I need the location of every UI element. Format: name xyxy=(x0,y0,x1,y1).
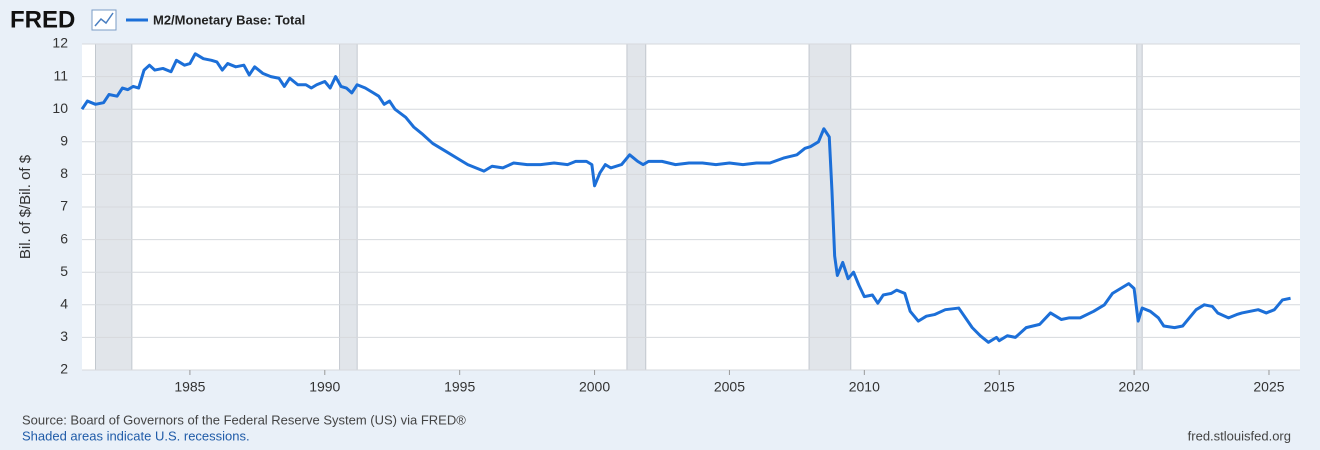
y-tick-label: 9 xyxy=(60,133,68,149)
logo-icon-line xyxy=(94,12,114,27)
y-axis-label: Bil. of $/Bil. of $ xyxy=(17,154,34,259)
x-tick-label: 2005 xyxy=(714,379,745,395)
y-tick-label: 10 xyxy=(52,100,68,116)
x-tick-label: 2025 xyxy=(1253,379,1284,395)
legend-label: M2/Monetary Base: Total xyxy=(153,12,305,27)
y-tick-label: 12 xyxy=(52,35,68,51)
x-tick-label: 1990 xyxy=(309,379,340,395)
x-tick-label: 2010 xyxy=(849,379,880,395)
y-tick-label: 2 xyxy=(60,361,68,377)
logo: FRED xyxy=(10,6,75,33)
data-line xyxy=(80,52,1291,344)
y-tick-label: 3 xyxy=(60,328,68,344)
logo-icon xyxy=(91,9,117,31)
y-tick-label: 7 xyxy=(60,198,68,214)
x-tick-label: 2000 xyxy=(579,379,610,395)
x-tick-label: 2015 xyxy=(984,379,1015,395)
y-tick-label: 6 xyxy=(60,230,68,246)
x-tick-label: 1985 xyxy=(174,379,205,395)
source: Source: Board of Governors of the Federa… xyxy=(22,412,466,427)
site-url: fred.stlouisfed.org xyxy=(1188,428,1291,443)
y-tick-label: 8 xyxy=(60,165,68,181)
x-tick-label: 2020 xyxy=(1119,379,1150,395)
x-tick-label: 1995 xyxy=(444,379,475,395)
recession-note: Shaded areas indicate U.S. recessions. xyxy=(22,428,250,443)
y-tick-label: 11 xyxy=(53,67,68,83)
y-tick-label: 4 xyxy=(60,296,68,312)
y-tick-label: 5 xyxy=(60,263,68,279)
